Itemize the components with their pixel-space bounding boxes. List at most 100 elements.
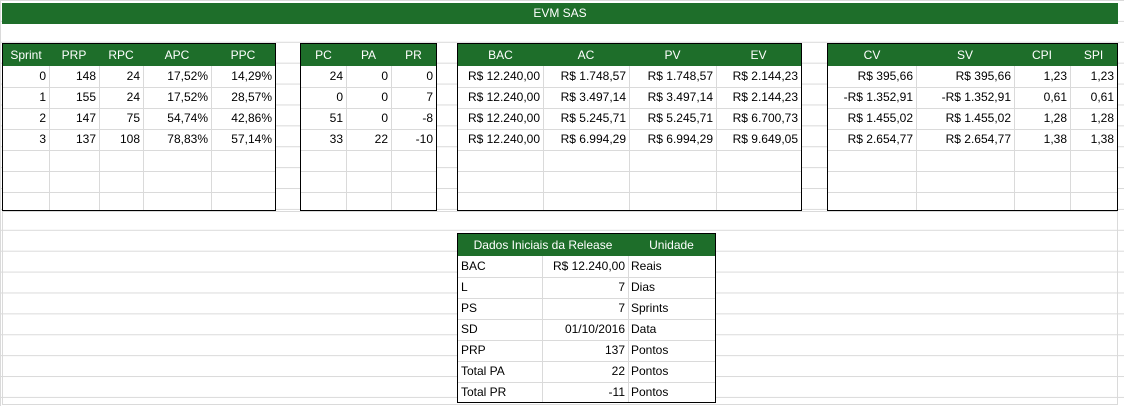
table-cell[interactable]: 1 [39, 90, 46, 104]
table-cell[interactable]: R$ 6.700,73 [732, 111, 798, 125]
table-cell[interactable]: 147 [75, 111, 96, 125]
table-cell[interactable]: 24 [126, 90, 140, 104]
table-cell[interactable]: R$ 3.497,14 [647, 90, 713, 104]
table-cell[interactable]: PRP [461, 343, 486, 357]
table-cell[interactable]: Dias [631, 280, 656, 294]
column-header[interactable]: Unidade [649, 238, 694, 252]
table-cell[interactable]: R$ 3.497,14 [560, 90, 626, 104]
table-cell[interactable]: 0 [381, 69, 388, 83]
table-cell[interactable]: -R$ 1.352,91 [941, 90, 1011, 104]
table-cell[interactable]: R$ 12.240,00 [467, 111, 540, 125]
table-cell[interactable]: R$ 1.455,02 [847, 111, 913, 125]
table-cell[interactable]: 7 [426, 90, 433, 104]
table-cell[interactable]: R$ 12.240,00 [467, 132, 540, 146]
sheet-title[interactable]: EVM SAS [2, 3, 1118, 24]
table-cell[interactable]: 51 [329, 111, 343, 125]
table-cell[interactable]: 54,74% [167, 111, 208, 125]
table-cell[interactable]: Pontos [631, 364, 669, 378]
table-cell[interactable]: -R$ 1.352,91 [843, 90, 913, 104]
table-cell[interactable]: R$ 6.994,29 [560, 132, 626, 146]
table-cell[interactable]: 0 [381, 111, 388, 125]
table-cell[interactable]: R$ 9.649,05 [732, 132, 798, 146]
table-cell[interactable]: 1,38 [1090, 132, 1114, 146]
table-cell[interactable]: Total PR [461, 385, 507, 399]
column-header[interactable]: Dados Iniciais da Release [473, 238, 613, 252]
column-header[interactable]: PPC [230, 48, 256, 62]
table-cell[interactable]: 24 [126, 69, 140, 83]
column-header[interactable]: PV [664, 48, 681, 62]
table-cell[interactable]: Data [631, 322, 657, 336]
table-cell[interactable]: 1,28 [1043, 111, 1067, 125]
table-cell[interactable]: 155 [75, 90, 96, 104]
column-header[interactable]: Sprint [10, 48, 42, 62]
table-cell[interactable]: 24 [329, 69, 343, 83]
table-cell[interactable]: R$ 5.245,71 [560, 111, 626, 125]
table-cell[interactable]: 2 [39, 111, 46, 125]
table-cell[interactable]: PS [461, 301, 478, 315]
table-cell[interactable]: 42,86% [231, 111, 272, 125]
table-cell[interactable]: 1,28 [1090, 111, 1114, 125]
table-cell[interactable]: 17,52% [167, 90, 208, 104]
column-header[interactable]: SV [956, 48, 973, 62]
table-cell[interactable]: 137 [75, 132, 96, 146]
table-cell[interactable]: SD [461, 322, 478, 336]
table-cell[interactable]: -10 [415, 132, 433, 146]
column-header[interactable]: BAC [488, 48, 513, 62]
table-cell[interactable]: 1,38 [1043, 132, 1067, 146]
table-cell[interactable]: R$ 2.654,77 [847, 132, 913, 146]
table-cell[interactable]: R$ 12.240,00 [467, 90, 540, 104]
table-cell[interactable]: 7 [618, 301, 625, 315]
table-cell[interactable]: R$ 1.748,57 [560, 69, 626, 83]
table-cell[interactable]: Pontos [631, 385, 669, 399]
table-cell[interactable]: -8 [422, 111, 433, 125]
table-cell[interactable]: 148 [75, 69, 96, 83]
table-cell[interactable]: 0 [426, 69, 433, 83]
table-cell[interactable]: 78,83% [167, 132, 208, 146]
table-cell[interactable]: 75 [126, 111, 140, 125]
column-header[interactable]: CV [863, 48, 881, 62]
table-cell[interactable]: 22 [374, 132, 388, 146]
table-cell[interactable]: 7 [618, 280, 625, 294]
table-cell[interactable]: 17,52% [167, 69, 208, 83]
column-header[interactable]: APC [164, 48, 190, 62]
column-header[interactable]: EV [750, 48, 767, 62]
table-cell[interactable]: 0,61 [1090, 90, 1114, 104]
table-cell[interactable]: R$ 395,66 [857, 69, 913, 83]
table-cell[interactable]: R$ 395,66 [955, 69, 1011, 83]
table-cell[interactable]: 1,23 [1043, 69, 1067, 83]
table-cell[interactable]: 0,61 [1043, 90, 1067, 104]
table-cell[interactable]: 1,23 [1090, 69, 1114, 83]
column-header[interactable]: PRP [61, 48, 87, 62]
table-cell[interactable]: R$ 12.240,00 [467, 69, 540, 83]
table-cell[interactable]: 57,14% [231, 132, 272, 146]
table-cell[interactable]: -11 [608, 385, 625, 399]
table-cell[interactable]: 33 [329, 132, 343, 146]
table-cell[interactable]: R$ 1.748,57 [647, 69, 713, 83]
column-header[interactable]: PC [315, 48, 332, 62]
table-cell[interactable]: R$ 5.245,71 [647, 111, 713, 125]
table-cell[interactable]: R$ 2.144,23 [732, 69, 798, 83]
table-cell[interactable]: 22 [611, 364, 625, 378]
table-cell[interactable]: 137 [604, 343, 625, 357]
table-cell[interactable]: 14,29% [231, 69, 272, 83]
table-cell[interactable]: BAC [461, 259, 486, 273]
table-cell[interactable]: 0 [39, 69, 46, 83]
table-cell[interactable]: R$ 2.654,77 [945, 132, 1011, 146]
table-cell[interactable]: 0 [381, 90, 388, 104]
column-header[interactable]: RPC [108, 48, 134, 62]
column-header[interactable]: AC [577, 48, 595, 62]
column-header[interactable]: SPI [1083, 48, 1104, 62]
table-cell[interactable]: 0 [336, 90, 343, 104]
table-cell[interactable]: L [461, 280, 468, 294]
table-cell[interactable]: Sprints [631, 301, 669, 315]
table-cell[interactable]: 01/10/2016 [564, 322, 625, 336]
table-cell[interactable]: R$ 12.240,00 [552, 259, 625, 273]
column-header[interactable]: PR [405, 48, 422, 62]
table-cell[interactable]: Pontos [631, 343, 669, 357]
column-header[interactable]: CPI [1031, 48, 1052, 62]
table-cell[interactable]: R$ 2.144,23 [732, 90, 798, 104]
table-cell[interactable]: R$ 6.994,29 [647, 132, 713, 146]
table-cell[interactable]: 3 [39, 132, 46, 146]
table-cell[interactable]: 108 [119, 132, 140, 146]
table-cell[interactable]: R$ 1.455,02 [945, 111, 1011, 125]
